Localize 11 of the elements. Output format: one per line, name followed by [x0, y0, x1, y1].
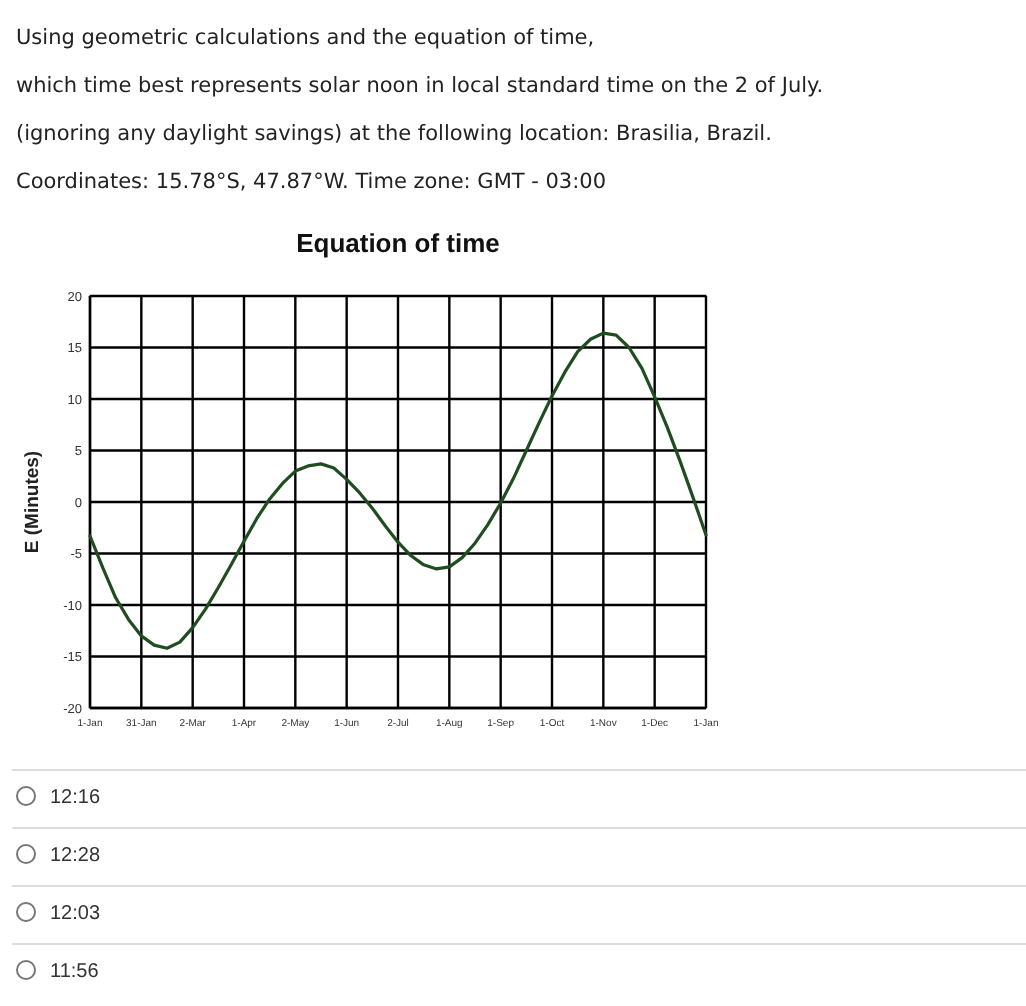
line-series — [88, 331, 708, 650]
chart-title: Equation of time — [296, 228, 500, 258]
y-axis-title: E (Minutes) — [22, 450, 44, 554]
text: 12:28 — [50, 845, 101, 867]
text: 12:03 — [50, 903, 101, 925]
text: Coordinates: 15.78°S, 47.87°W. Time zone: GMT - 03:00 — [16, 170, 607, 194]
text: Using geometric calculations and the equation of time, — [16, 26, 595, 50]
text: (ignoring any daylight savings) at the following location: Brasilia, Brazil. — [16, 122, 772, 146]
text: 12:16 — [50, 787, 101, 809]
text: which time best represents solar noon in local standard time on the 2 of July. — [16, 74, 824, 98]
text: 11:56 — [50, 961, 100, 983]
